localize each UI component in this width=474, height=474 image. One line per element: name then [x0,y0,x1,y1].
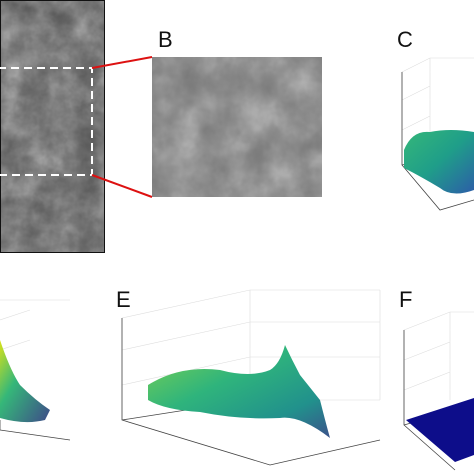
plot-e [121,289,381,466]
panel-label: F [399,287,412,312]
plot-f [403,311,474,471]
plot-d [0,299,71,441]
panel-label: C [397,27,413,52]
zoom-box [0,67,93,176]
plot-c [401,57,474,211]
image-a-texture [0,0,105,253]
surface [148,345,330,438]
zoom-line [91,174,153,198]
surface [406,398,474,462]
image-a-border [0,0,105,253]
panel-label: B [158,27,173,52]
panel-label: E [116,287,131,312]
zoom-line [91,56,153,69]
surface [0,340,50,423]
surface [404,130,474,194]
image-b-texture [152,57,322,197]
